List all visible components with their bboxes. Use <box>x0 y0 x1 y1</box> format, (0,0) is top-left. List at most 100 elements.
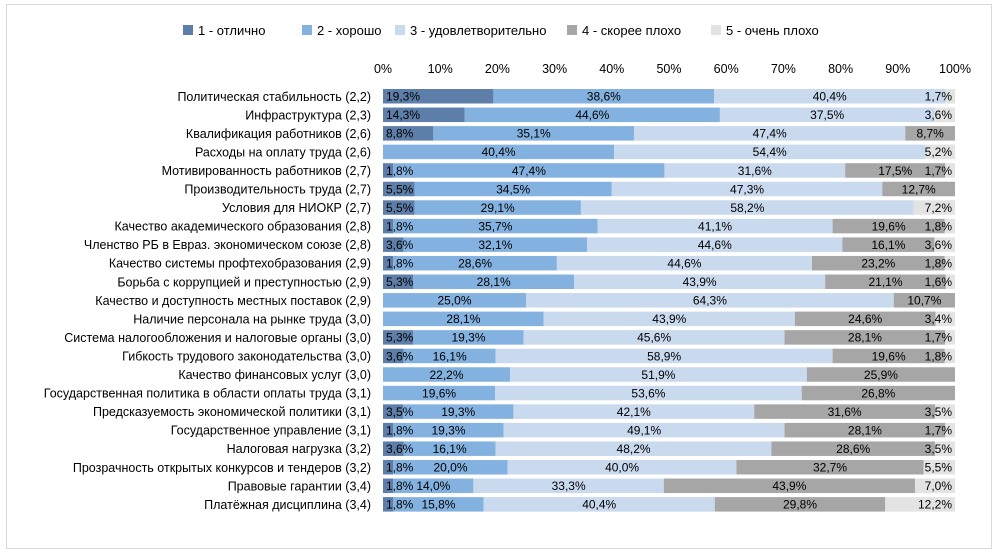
bar-segment <box>383 181 415 197</box>
bar-segment <box>832 218 945 234</box>
bar-segment <box>905 126 955 141</box>
data-label: 32,1% <box>478 238 512 252</box>
category-label: Качество академического образования (2,8… <box>115 220 371 234</box>
data-label: 47,4% <box>512 164 546 178</box>
data-label: 5,5% <box>925 461 953 475</box>
data-label: 19,3% <box>441 405 475 419</box>
bar-segment <box>503 422 785 438</box>
data-label: 43,9% <box>683 275 717 289</box>
x-tick-label: 60% <box>714 62 739 76</box>
data-label: 3,6% <box>925 108 953 122</box>
bar-segment <box>383 348 404 364</box>
bar-segment <box>543 311 795 327</box>
data-label: 19,6% <box>422 386 456 400</box>
bar-segment <box>393 497 484 512</box>
bar-segment <box>597 218 833 234</box>
bar-segment <box>383 478 394 494</box>
data-label: 28,1% <box>848 423 882 437</box>
data-label: 7,0% <box>925 479 953 493</box>
bar-segment <box>944 348 955 364</box>
legend-item-1: 1 - отлично <box>183 23 265 38</box>
bar-segment <box>393 460 508 475</box>
bar-segment <box>383 218 394 234</box>
data-label: 29,1% <box>481 201 515 215</box>
data-label: 19,3% <box>431 423 465 437</box>
data-label: 15,8% <box>421 498 455 512</box>
bar-segment <box>845 163 946 178</box>
bar-segment <box>556 255 812 271</box>
bar-segment <box>736 460 924 475</box>
data-label: 3,6% <box>386 349 414 363</box>
data-label: 1,7% <box>925 331 953 345</box>
data-label: 54,4% <box>753 145 787 159</box>
bar-segment <box>383 422 394 438</box>
data-label: 14,3% <box>386 108 420 122</box>
data-label: 40,4% <box>482 145 516 159</box>
x-tick-label: 80% <box>828 62 853 76</box>
bar-segment <box>393 255 557 271</box>
data-label: 3,5% <box>386 405 414 419</box>
bar-segment <box>634 126 906 141</box>
bar-segment <box>580 200 914 215</box>
data-label: 35,7% <box>478 219 512 233</box>
bar-segment <box>945 163 955 178</box>
bar-segment <box>393 218 598 234</box>
bar-segment <box>934 404 955 419</box>
bar-segment <box>383 237 404 252</box>
legend-item-3: 3 - удовлетворительно <box>395 23 546 38</box>
data-label: 1,8% <box>386 164 414 178</box>
data-label: 31,6% <box>738 164 772 178</box>
data-label: 1,8% <box>386 479 414 493</box>
data-label: 23,2% <box>861 257 895 271</box>
bar-row <box>383 255 955 271</box>
bar-segment <box>574 274 826 289</box>
bar-segment <box>495 385 802 401</box>
data-label: 1,8% <box>386 423 414 437</box>
data-label: 28,6% <box>458 257 492 271</box>
bar-row <box>383 89 955 104</box>
bar-segment <box>383 497 394 512</box>
bar-segment <box>403 348 496 364</box>
legend-label: 3 - удовлетворительно <box>410 23 546 38</box>
category-label: Налоговая нагрузка (3,2) <box>227 442 371 456</box>
data-label: 41,1% <box>698 219 732 233</box>
bar-segment <box>413 274 575 289</box>
bar-segment <box>383 163 394 178</box>
data-label: 16,1% <box>433 442 467 456</box>
bar-segment <box>882 181 955 197</box>
data-label: 58,9% <box>647 349 681 363</box>
data-label: 31,6% <box>828 405 862 419</box>
legend-label: 4 - скорее плохо <box>582 23 681 38</box>
data-label: 22,2% <box>429 368 463 382</box>
bar-segment <box>913 200 955 215</box>
data-label: 44,6% <box>667 257 701 271</box>
bar-segment <box>383 126 434 141</box>
bar-segment <box>945 330 955 345</box>
bar-row <box>383 163 955 178</box>
bar-segment <box>403 404 514 419</box>
bar-segment <box>493 89 715 104</box>
bar-row <box>383 460 955 475</box>
category-label: Качество системы профтехобразования (2,9… <box>109 257 371 271</box>
data-label: 25,0% <box>437 294 471 308</box>
bar-segment <box>383 144 615 160</box>
category-label: Наличие персонала на рынке труда (3,0) <box>133 312 371 326</box>
bar-row <box>383 330 955 345</box>
data-label: 14,0% <box>416 479 450 493</box>
bar-row <box>383 126 955 141</box>
x-tick-label: 10% <box>428 62 453 76</box>
data-label: 58,2% <box>730 201 764 215</box>
bar-segment <box>825 274 946 289</box>
category-label: Государственная политика в области оплат… <box>44 387 371 401</box>
data-label: 1,8% <box>386 461 414 475</box>
bar-row <box>383 348 955 364</box>
bar-segment <box>914 478 955 494</box>
data-label: 1,8% <box>386 498 414 512</box>
bar-segment <box>614 144 926 160</box>
data-label: 28,1% <box>446 312 480 326</box>
bar-segment <box>794 311 936 327</box>
data-label: 16,1% <box>871 238 905 252</box>
bar-segment <box>403 237 588 252</box>
bar-segment <box>393 422 504 438</box>
data-label: 19,3% <box>386 90 420 104</box>
